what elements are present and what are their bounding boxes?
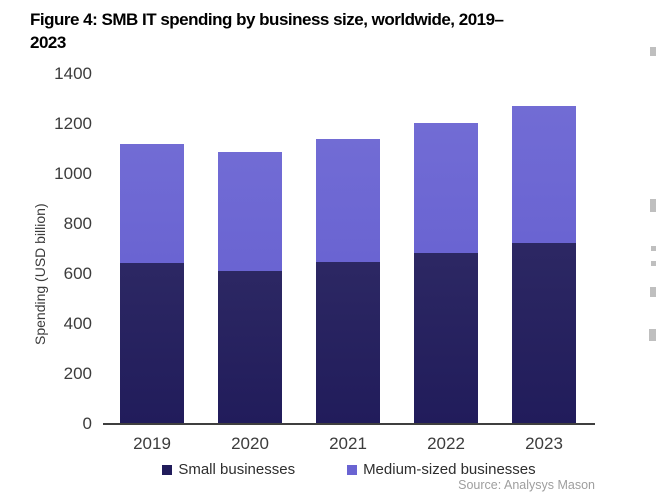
plot-area: [103, 72, 593, 423]
legend-label: Small businesses: [178, 461, 296, 478]
figure-title-line1: Figure 4: SMB IT spending by business si…: [30, 10, 504, 29]
y-tick-label: 800: [63, 214, 92, 233]
x-axis-line: [103, 423, 595, 425]
bar-segment-medium-sized-businesses-2022: [414, 123, 478, 253]
x-tick-label-2019: 2019: [133, 434, 171, 453]
legend-item-small-businesses: Small businesses: [162, 461, 295, 478]
clipped-text-fragment: [650, 199, 656, 212]
legend-swatch-icon: [347, 464, 358, 475]
source-credit: Source: Analysys Mason: [458, 478, 595, 492]
figure-title: Figure 4: SMB IT spending by business si…: [30, 8, 504, 54]
x-tick-label-2020: 2020: [231, 434, 269, 453]
legend-label: Medium-sized businesses: [363, 461, 536, 478]
bar-segment-small-businesses-2023: [512, 243, 576, 423]
legend-item-medium-sized-businesses: Medium-sized businesses: [347, 461, 536, 478]
bar-segment-medium-sized-businesses-2020: [218, 151, 282, 271]
legend: Small businesses Medium-sized businesses: [103, 461, 595, 478]
bar-segment-small-businesses-2019: [120, 263, 184, 423]
y-tick-label: 200: [63, 364, 92, 383]
clipped-text-fragment: [649, 329, 656, 341]
y-tick-label: 1400: [54, 64, 92, 83]
legend-swatch-icon: [162, 464, 173, 475]
y-tick-label: 400: [63, 314, 92, 333]
bar-segment-medium-sized-businesses-2021: [316, 139, 380, 262]
figure-title-line2: 2023: [30, 33, 66, 52]
bar-segment-small-businesses-2022: [414, 253, 478, 423]
y-tick-label: 1000: [54, 164, 92, 183]
y-tick-label: 1200: [54, 114, 92, 133]
bar-segment-small-businesses-2021: [316, 261, 380, 423]
y-tick-label: 0: [82, 414, 92, 433]
bar-segment-small-businesses-2020: [218, 270, 282, 423]
clipped-text-fragment: [651, 261, 656, 266]
bar-segment-medium-sized-businesses-2019: [120, 144, 184, 263]
bar-segment-medium-sized-businesses-2023: [512, 105, 576, 243]
y-tick-label: 600: [63, 264, 92, 283]
x-tick-label-2023: 2023: [525, 434, 563, 453]
x-tick-label-2021: 2021: [329, 434, 367, 453]
clipped-text-fragment: [650, 287, 656, 297]
x-tick-label-2022: 2022: [427, 434, 465, 453]
clipped-text-fragment: [650, 47, 656, 56]
clipped-text-fragment: [651, 246, 656, 251]
